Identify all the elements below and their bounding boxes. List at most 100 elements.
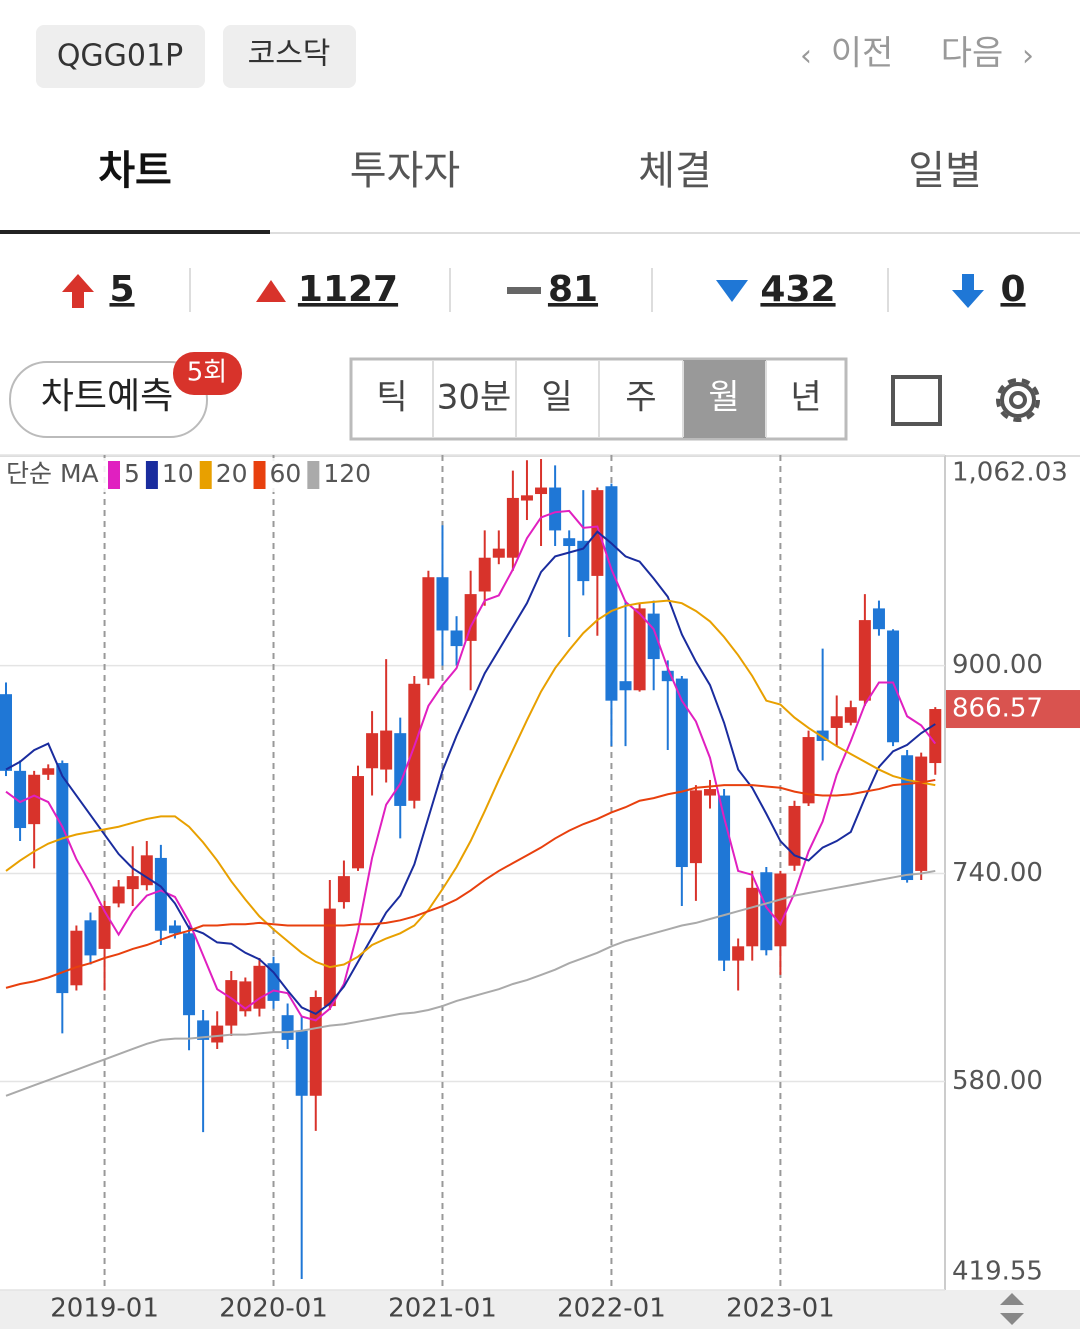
- count[interactable]: 81: [548, 269, 598, 310]
- candle-body: [0, 694, 12, 771]
- legend: 단순 MA 5 10 20 60 120: [0, 458, 380, 492]
- legend-label: 10: [162, 459, 194, 488]
- candle-body: [168, 925, 181, 934]
- next[interactable]: 다음: [941, 34, 1004, 74]
- y-tick-label: 580.00: [952, 1066, 1043, 1096]
- candle-body: [675, 678, 688, 868]
- candle-body: [197, 1020, 210, 1040]
- period[interactable]: 월: [708, 378, 739, 418]
- candle-body: [830, 716, 843, 728]
- period[interactable]: 30분: [437, 378, 512, 418]
- candle-body: [408, 683, 421, 801]
- candle-body: [422, 577, 435, 679]
- scroll-icon[interactable]: [1000, 1293, 1024, 1325]
- candle-body: [760, 872, 773, 951]
- candle-body: [844, 707, 857, 723]
- badge-label: 5회: [187, 358, 227, 388]
- tab[interactable]: 체결: [638, 148, 712, 194]
- prev[interactable]: 이전: [831, 34, 894, 74]
- legend-label: 120: [323, 459, 371, 488]
- period[interactable]: 틱: [376, 378, 407, 418]
- period[interactable]: 년: [790, 378, 821, 418]
- candle-body: [887, 630, 900, 743]
- legend-title: 단순 MA: [6, 459, 99, 488]
- candle-body: [915, 756, 928, 871]
- candle-body: [633, 608, 646, 691]
- x-tick-label: 2023-01: [726, 1294, 835, 1324]
- candle-body: [746, 887, 759, 947]
- candle-body: [535, 487, 548, 495]
- candle-body: [211, 1025, 224, 1043]
- candle-body: [183, 933, 196, 1016]
- period[interactable]: 주: [625, 378, 656, 418]
- limit-down-icon: [952, 274, 984, 308]
- candle-body: [718, 795, 731, 961]
- code: QGG01P: [57, 39, 183, 74]
- candle-body: [563, 538, 576, 547]
- tab[interactable]: 일별: [908, 148, 982, 194]
- candle-body: [366, 733, 379, 769]
- candle-body: [788, 805, 801, 866]
- count[interactable]: 432: [760, 269, 835, 310]
- legend-swatch: [307, 461, 320, 489]
- legend-label: 20: [216, 459, 248, 488]
- candle-body: [239, 981, 252, 1012]
- legend-swatch: [145, 461, 158, 489]
- tab[interactable]: 차트: [98, 148, 172, 194]
- count[interactable]: 0: [1000, 269, 1025, 310]
- count[interactable]: 1127: [298, 269, 398, 310]
- prev-arrow[interactable]: ‹: [800, 39, 812, 74]
- candle-body: [112, 886, 125, 904]
- next-arrow[interactable]: ›: [1022, 39, 1034, 74]
- code-chip[interactable]: [36, 25, 205, 88]
- plot: [0, 454, 945, 1291]
- x-tick-label: 2022-01: [557, 1294, 666, 1324]
- candle-body: [506, 497, 519, 558]
- period[interactable]: 일: [541, 378, 572, 418]
- count[interactable]: 5: [109, 269, 134, 310]
- candle-body: [478, 557, 491, 592]
- up-icon: [256, 280, 286, 302]
- legend-swatch: [108, 461, 120, 489]
- fullscreen-icon[interactable]: [891, 375, 942, 426]
- candle-body: [126, 876, 139, 890]
- prediction-button[interactable]: [9, 361, 208, 438]
- candle-body: [929, 709, 942, 764]
- candle-body: [816, 730, 829, 741]
- candle-body: [323, 908, 336, 1007]
- period-selected: [683, 360, 766, 438]
- candle-body: [872, 608, 885, 630]
- x-tick-label: 2021-01: [388, 1294, 497, 1324]
- candle-body: [253, 965, 266, 1009]
- period-dividers: [432, 361, 767, 437]
- price-tag-label: 866.57: [952, 694, 1043, 724]
- market-chip[interactable]: [223, 25, 356, 88]
- candle-body: [619, 681, 632, 691]
- legend-label: 5: [124, 459, 140, 488]
- price-tag: [946, 690, 1080, 729]
- candle-body: [70, 930, 83, 986]
- candle-body: [464, 594, 477, 641]
- candle-body: [605, 486, 618, 701]
- tab-divider: [0, 232, 1080, 234]
- candle-body: [450, 630, 463, 647]
- candle-body: [549, 487, 562, 531]
- y-tick-label: 419.55: [952, 1257, 1043, 1287]
- candle-body: [28, 774, 41, 825]
- settings-icon[interactable]: [996, 378, 1040, 422]
- x-tick-label: 2019-01: [50, 1294, 159, 1324]
- candle-body: [154, 857, 167, 931]
- candle-body: [492, 548, 505, 558]
- flat-icon: [507, 287, 541, 294]
- candle-body: [732, 946, 745, 961]
- tab[interactable]: 투자자: [350, 148, 460, 194]
- candle-body: [140, 855, 153, 886]
- candle-body: [577, 540, 590, 582]
- candle-body: [689, 790, 702, 864]
- candle-body: [802, 737, 815, 804]
- ma-line: [5, 778, 936, 989]
- candle-body: [436, 577, 449, 631]
- tab-indicator: [0, 230, 270, 234]
